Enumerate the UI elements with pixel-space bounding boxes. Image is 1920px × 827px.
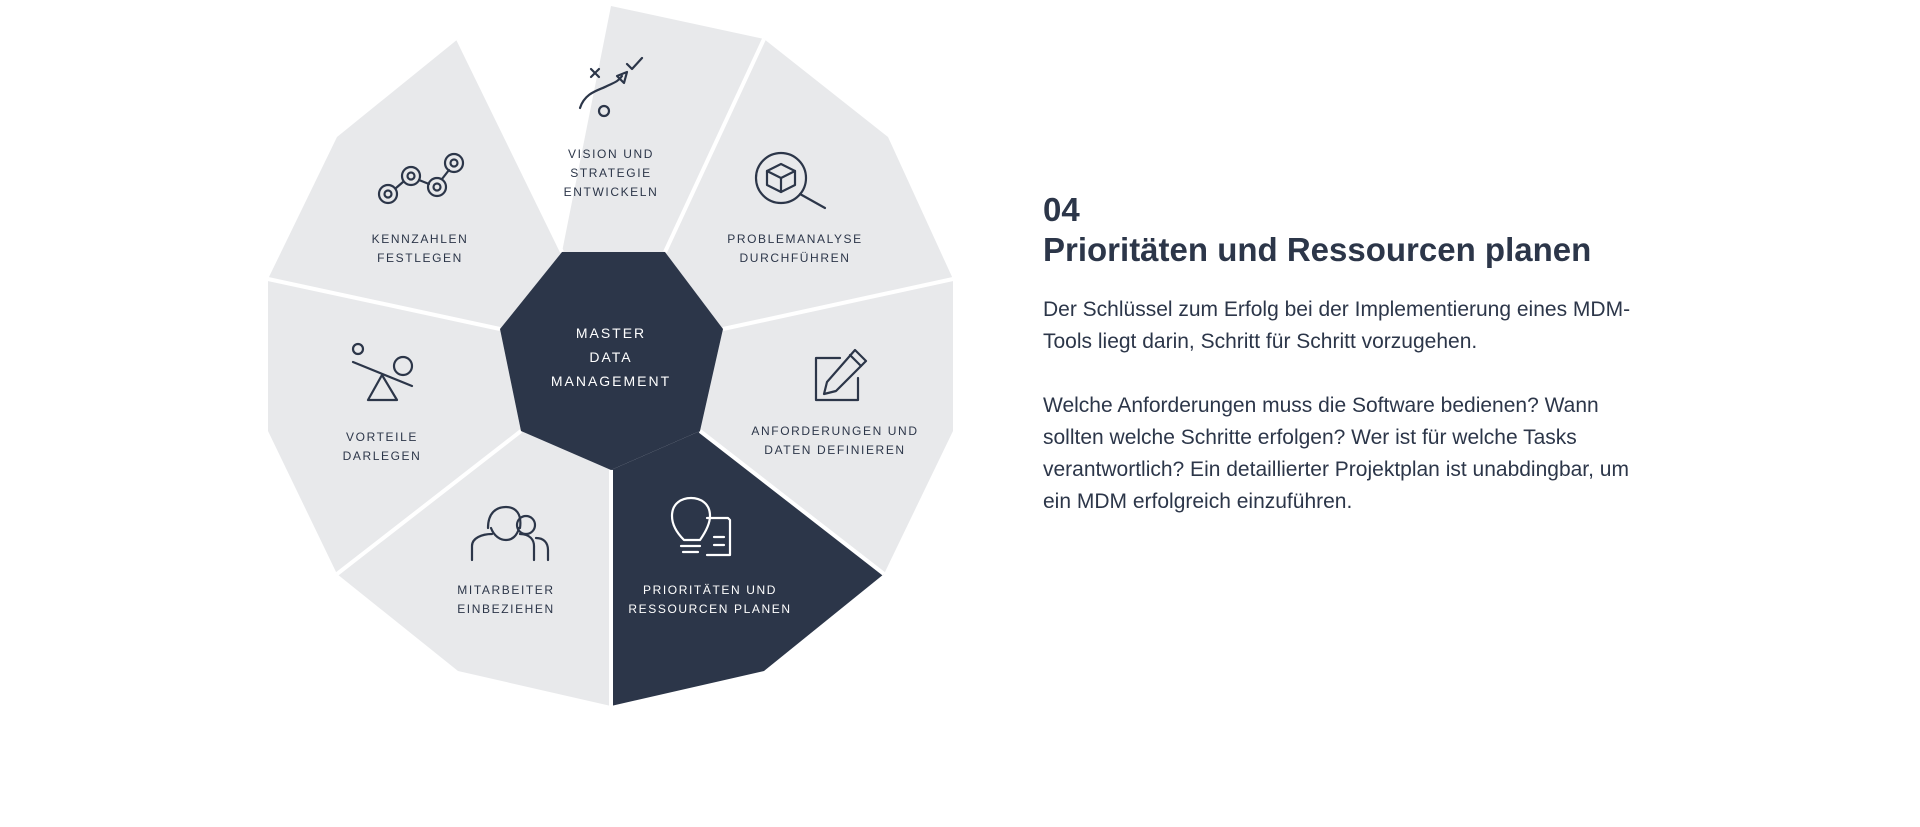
segment-problem-content: PROBLEMANALYSE DURCHFÜHREN — [727, 151, 863, 265]
line-graph-icon — [377, 152, 465, 205]
center-label: MASTER DATA MANAGEMENT — [551, 325, 671, 389]
segment-label-line: MITARBEITER — [457, 583, 554, 597]
center-label-line: MANAGEMENT — [551, 373, 671, 389]
segment-label-line: ANFORDERUNGEN UND — [751, 424, 918, 438]
segment-label-line: KENNZAHLEN — [372, 232, 469, 246]
segment-kennzahlen-content: KENNZAHLEN FESTLEGEN — [372, 152, 469, 265]
segment-label-line: EINBEZIEHEN — [457, 602, 555, 616]
strategy-play-icon — [578, 56, 644, 118]
segment-label-line: VISION UND — [568, 147, 654, 161]
center-label-line: MASTER — [576, 325, 646, 341]
segment-dividers — [267, 38, 954, 706]
segment-label-line: PRIORITÄTEN UND — [643, 583, 777, 597]
segment-mitarbeiter-content: MITARBEITER EINBEZIEHEN — [457, 505, 555, 616]
step-detail-panel: 04 Prioritäten und Ressourcen planen Der… — [1043, 190, 1663, 550]
segment-mitarbeiter[interactable] — [337, 431, 611, 706]
segment-vorteile-content: VORTEILE DARLEGEN — [343, 342, 422, 463]
segment-label-line: PROBLEMANALYSE — [727, 232, 863, 246]
segment-label-line: DARLEGEN — [343, 449, 422, 463]
body-paragraph: Der Schlüssel zum Erfolg bei der Impleme… — [1043, 298, 1631, 353]
center-label-line: DATA — [589, 349, 632, 365]
seesaw-icon — [351, 342, 414, 402]
mdm-wheel-diagram: MASTER DATA MANAGEMENT VISION UND STRATE… — [267, 6, 954, 706]
body-paragraph: Welche Anforderungen muss die Software b… — [1043, 394, 1629, 513]
segment-vision-content: VISION UND STRATEGIE ENTWICKELN — [564, 56, 659, 199]
segment-anforderungen-content: ANFORDERUNGEN UND DATEN DEFINIEREN — [751, 348, 918, 457]
segment-label-line: RESSOURCEN PLANEN — [628, 602, 791, 616]
center-hub[interactable] — [500, 252, 723, 470]
lightbulb-document-icon — [670, 496, 732, 557]
segment-label-line: DURCHFÜHREN — [740, 251, 851, 265]
magnifier-cube-icon — [754, 151, 827, 210]
segment-prioritaeten[interactable] — [611, 431, 884, 706]
segment-label-line: DATEN DEFINIEREN — [764, 443, 905, 457]
segment-label-line: ENTWICKELN — [564, 185, 659, 199]
segment-label-line: VORTEILE — [346, 430, 418, 444]
segment-vision[interactable] — [562, 6, 764, 252]
people-icon — [470, 505, 550, 562]
segment-label-line: STRATEGIE — [570, 166, 652, 180]
step-title: Prioritäten und Ressourcen planen — [1043, 231, 1592, 268]
pencil-square-icon — [814, 348, 868, 402]
segment-anforderungen[interactable] — [700, 279, 953, 574]
segment-problem[interactable] — [665, 39, 953, 329]
segment-label-line: FESTLEGEN — [377, 251, 463, 265]
segment-prioritaeten-content: PRIORITÄTEN UND RESSOURCEN PLANEN — [628, 496, 791, 616]
segment-vorteile[interactable] — [268, 279, 521, 574]
step-number: 04 — [1043, 191, 1080, 228]
